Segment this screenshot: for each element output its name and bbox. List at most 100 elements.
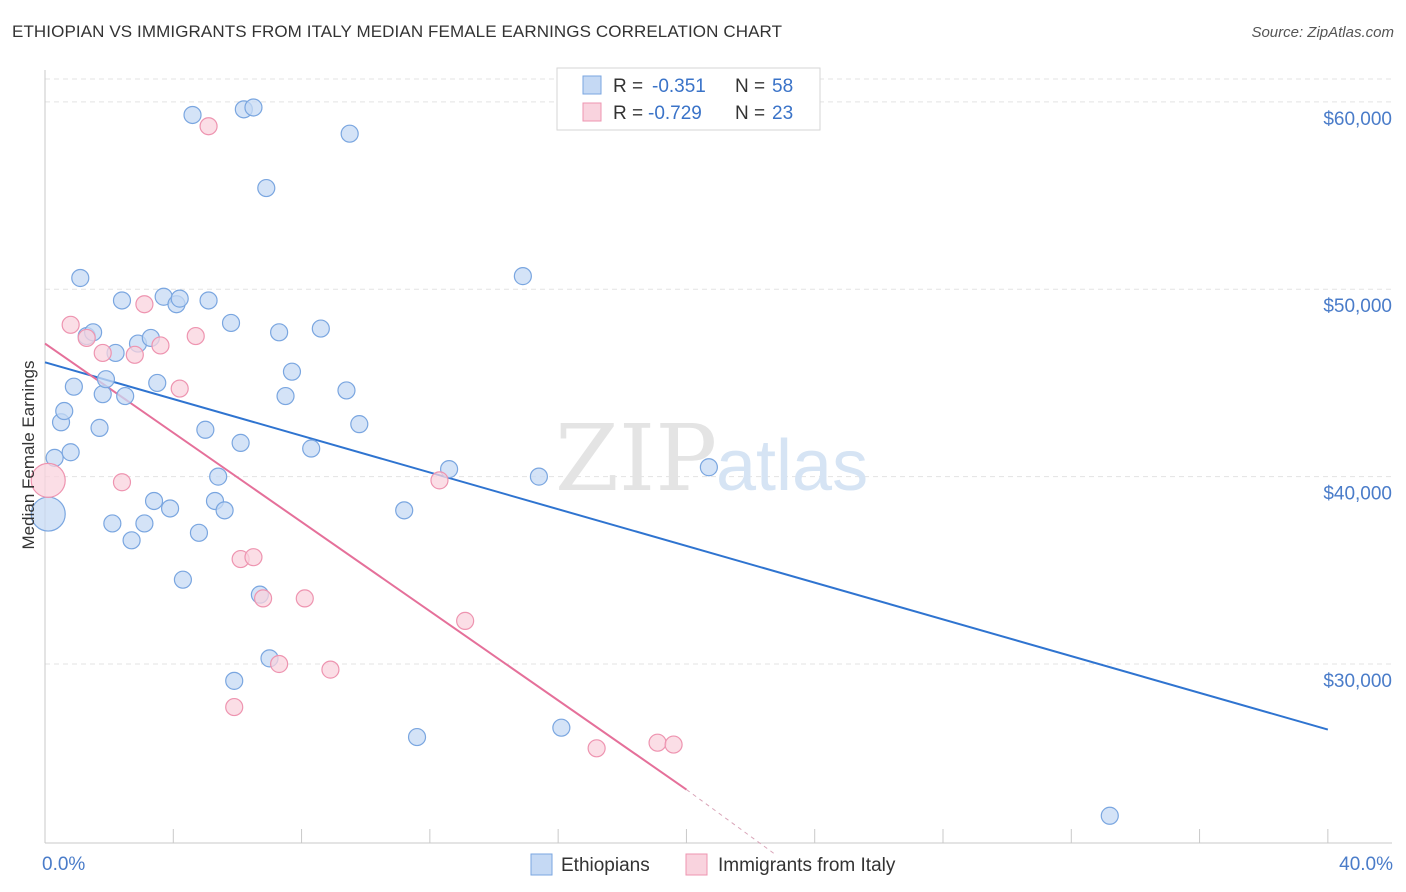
watermark-zip: ZIP xyxy=(555,405,717,512)
point-italy-11 xyxy=(225,697,244,717)
point-italy-21 xyxy=(648,733,667,752)
data-points xyxy=(30,98,1119,825)
legend-r-value-2: -0.729 xyxy=(648,103,702,124)
point-italy-22 xyxy=(664,735,683,754)
point-italy-9 xyxy=(186,326,205,346)
point-italy-7 xyxy=(151,336,170,355)
point-ethiopian-23 xyxy=(160,499,180,518)
point-ethiopian-12 xyxy=(103,514,122,533)
point-italy-4 xyxy=(112,473,132,492)
point-ethiopian-36 xyxy=(231,433,250,452)
gridlines xyxy=(45,78,1392,665)
legend-swatch-italy xyxy=(582,102,602,122)
point-ethiopian-40 xyxy=(257,178,276,198)
point-ethiopian-5 xyxy=(64,377,83,396)
point-ethiopian-20 xyxy=(144,491,164,511)
source-credit: Source: ZipAtlas.com xyxy=(1251,24,1394,41)
trend-lines xyxy=(44,342,1329,856)
legend-n-label-1: N = xyxy=(735,76,765,97)
point-italy-8 xyxy=(170,379,189,398)
x-tick-label-1: 40.0% xyxy=(1339,854,1393,875)
point-ethiopian-57 xyxy=(1100,806,1119,825)
tick-labels: $30,000 $40,000 $50,000 $60,000 0.0% 40.0% xyxy=(42,109,1393,875)
series-legend: Ethiopians Immigrants from Italy xyxy=(530,853,896,876)
legend-n-value-1: 58 xyxy=(772,76,793,97)
point-italy-14 xyxy=(253,589,273,608)
trend-line-italy xyxy=(44,342,687,791)
point-italy-10 xyxy=(199,117,218,136)
legend-n-value-2: 23 xyxy=(772,103,793,124)
point-ethiopian-32 xyxy=(209,467,228,486)
point-italy-20 xyxy=(587,739,606,758)
y-tick-label-3: $60,000 xyxy=(1323,109,1392,130)
y-axis-title: Median Female Earnings xyxy=(19,361,38,550)
legend-r-label-2: R = xyxy=(613,103,643,124)
point-ethiopian-29 xyxy=(196,420,215,439)
point-italy-0 xyxy=(30,462,66,498)
watermark-atlas: atlas xyxy=(716,426,868,506)
point-italy-19 xyxy=(456,611,475,630)
point-ethiopian-56 xyxy=(699,458,718,477)
trend-line-italy-extension xyxy=(686,789,777,856)
point-ethiopian-34 xyxy=(221,313,241,333)
correlation-legend: R = -0.351 N = 58 R = -0.729 N = 23 xyxy=(556,67,821,131)
y-tick-label-1: $40,000 xyxy=(1323,484,1392,505)
series-swatch-italy xyxy=(685,853,708,876)
point-italy-17 xyxy=(321,660,340,679)
series-label-ethiopians: Ethiopians xyxy=(561,855,650,876)
point-ethiopian-53 xyxy=(513,267,532,286)
series-label-italy: Immigrants from Italy xyxy=(718,855,896,876)
point-ethiopian-27 xyxy=(183,105,202,125)
point-ethiopian-14 xyxy=(112,291,132,310)
legend-r-value-1: -0.351 xyxy=(652,76,706,97)
point-ethiopian-25 xyxy=(170,289,189,308)
legend-r-label-1: R = xyxy=(613,76,643,97)
point-ethiopian-11 xyxy=(96,370,116,389)
point-ethiopian-50 xyxy=(395,501,414,520)
point-italy-6 xyxy=(135,295,154,314)
trend-line-ethiopians xyxy=(44,361,1329,731)
series-swatch-ethiopians xyxy=(530,853,553,876)
point-ethiopian-33 xyxy=(215,501,234,520)
point-ethiopian-15 xyxy=(116,386,135,406)
y-tick-label-0: $30,000 xyxy=(1323,671,1392,692)
point-ethiopian-45 xyxy=(302,439,321,458)
point-ethiopian-4 xyxy=(61,443,80,462)
point-italy-3 xyxy=(93,343,112,363)
axes xyxy=(44,70,1392,844)
point-ethiopian-51 xyxy=(407,727,427,747)
point-ethiopian-35 xyxy=(225,671,244,690)
point-ethiopian-16 xyxy=(122,531,141,550)
x-tick-label-0: 0.0% xyxy=(42,854,85,875)
y-tick-label-2: $50,000 xyxy=(1323,296,1392,317)
point-italy-2 xyxy=(77,328,96,348)
point-ethiopian-26 xyxy=(173,570,193,589)
point-italy-15 xyxy=(270,654,289,674)
point-ethiopian-54 xyxy=(529,467,549,486)
point-italy-18 xyxy=(430,471,449,490)
point-ethiopian-3 xyxy=(55,401,74,421)
point-ethiopian-47 xyxy=(337,381,356,400)
legend-n-label-2: N = xyxy=(735,103,765,124)
chart-title: ETHIOPIAN VS IMMIGRANTS FROM ITALY MEDIA… xyxy=(12,22,783,41)
point-ethiopian-44 xyxy=(282,362,302,381)
point-italy-13 xyxy=(244,548,263,567)
point-ethiopian-30 xyxy=(199,291,218,310)
point-italy-1 xyxy=(61,315,80,334)
point-italy-5 xyxy=(125,345,144,364)
watermark: ZIP atlas xyxy=(555,405,868,512)
point-ethiopian-21 xyxy=(148,373,167,393)
point-ethiopian-49 xyxy=(350,415,369,434)
point-ethiopian-6 xyxy=(71,268,90,288)
point-ethiopian-43 xyxy=(276,386,295,406)
point-ethiopian-48 xyxy=(340,124,359,143)
legend-swatch-ethiopians xyxy=(582,75,602,95)
point-italy-16 xyxy=(295,589,314,608)
point-ethiopian-28 xyxy=(189,523,209,542)
point-ethiopian-18 xyxy=(135,514,154,533)
point-ethiopian-55 xyxy=(552,718,571,737)
point-ethiopian-10 xyxy=(93,385,112,404)
point-ethiopian-46 xyxy=(311,319,330,338)
point-ethiopian-9 xyxy=(90,418,109,437)
